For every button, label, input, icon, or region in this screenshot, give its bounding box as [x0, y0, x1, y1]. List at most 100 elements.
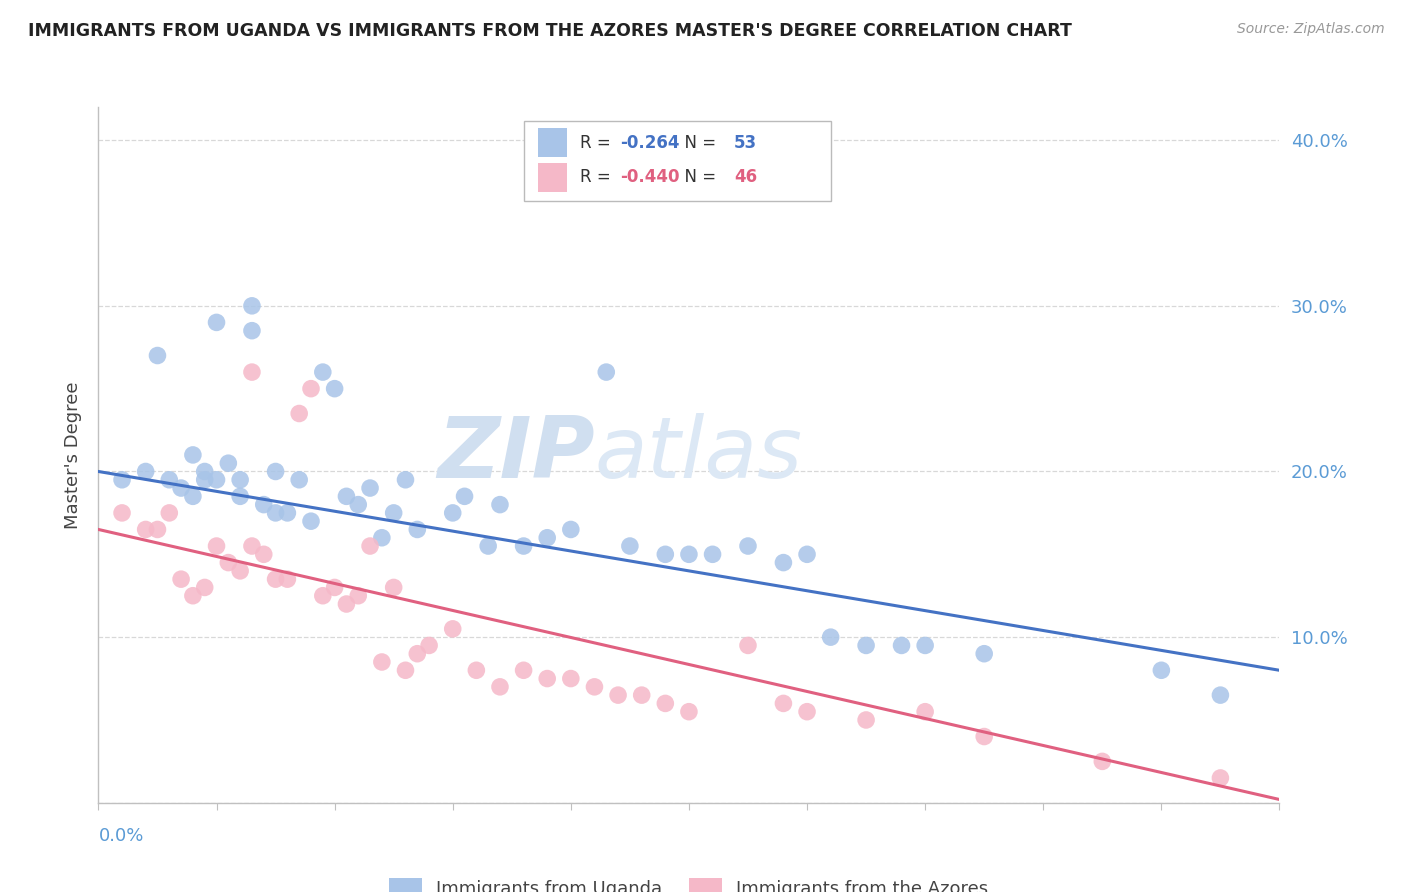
- Y-axis label: Master's Degree: Master's Degree: [63, 381, 82, 529]
- Point: [382, 506, 405, 520]
- Point: [181, 489, 204, 503]
- Point: [194, 581, 217, 595]
- Point: [205, 315, 228, 329]
- Point: [194, 465, 217, 479]
- Point: [205, 539, 228, 553]
- Point: [619, 539, 641, 553]
- Point: [323, 382, 346, 396]
- Point: [240, 324, 263, 338]
- Point: [536, 531, 558, 545]
- Point: [229, 489, 252, 503]
- Point: [772, 697, 794, 711]
- Point: [973, 647, 995, 661]
- Point: [347, 589, 370, 603]
- Point: [855, 713, 877, 727]
- Point: [157, 473, 180, 487]
- Point: [737, 639, 759, 653]
- Point: [737, 539, 759, 553]
- Text: IMMIGRANTS FROM UGANDA VS IMMIGRANTS FROM THE AZORES MASTER'S DEGREE CORRELATION: IMMIGRANTS FROM UGANDA VS IMMIGRANTS FRO…: [28, 22, 1071, 40]
- Point: [583, 680, 606, 694]
- Point: [264, 506, 287, 520]
- Point: [181, 589, 204, 603]
- Point: [253, 498, 276, 512]
- Point: [299, 382, 322, 396]
- FancyBboxPatch shape: [537, 128, 567, 157]
- Text: R =: R =: [581, 134, 616, 152]
- Text: ZIP: ZIP: [437, 413, 595, 497]
- Point: [135, 465, 157, 479]
- Point: [382, 581, 405, 595]
- Point: [111, 506, 134, 520]
- Point: [1209, 688, 1232, 702]
- Point: [240, 299, 263, 313]
- Point: [512, 539, 534, 553]
- Point: [489, 498, 512, 512]
- Point: [394, 663, 416, 677]
- Text: N =: N =: [673, 134, 721, 152]
- Point: [135, 523, 157, 537]
- Point: [170, 572, 193, 586]
- Point: [335, 597, 357, 611]
- Point: [536, 672, 558, 686]
- Point: [890, 639, 912, 653]
- Text: -0.440: -0.440: [620, 169, 681, 186]
- Point: [973, 730, 995, 744]
- Point: [264, 465, 287, 479]
- Point: [453, 489, 475, 503]
- Point: [146, 349, 169, 363]
- Point: [796, 547, 818, 561]
- Point: [406, 647, 429, 661]
- Point: [418, 639, 440, 653]
- Point: [347, 498, 370, 512]
- Point: [560, 523, 582, 537]
- Point: [229, 473, 252, 487]
- Point: [181, 448, 204, 462]
- Point: [441, 622, 464, 636]
- Point: [1091, 755, 1114, 769]
- Point: [194, 473, 217, 487]
- Point: [477, 539, 499, 553]
- Point: [217, 456, 239, 470]
- Point: [489, 680, 512, 694]
- Point: [678, 547, 700, 561]
- Point: [914, 639, 936, 653]
- Point: [1209, 771, 1232, 785]
- Point: [359, 481, 381, 495]
- Point: [595, 365, 617, 379]
- Text: 46: 46: [734, 169, 756, 186]
- Point: [323, 581, 346, 595]
- Point: [702, 547, 724, 561]
- Point: [406, 523, 429, 537]
- Point: [299, 514, 322, 528]
- Point: [654, 547, 676, 561]
- Text: 0.0%: 0.0%: [98, 827, 143, 845]
- Point: [607, 688, 630, 702]
- Point: [264, 572, 287, 586]
- Point: [240, 365, 263, 379]
- Point: [371, 655, 394, 669]
- FancyBboxPatch shape: [523, 121, 831, 201]
- Point: [111, 473, 134, 487]
- Point: [288, 473, 311, 487]
- Point: [772, 556, 794, 570]
- Point: [630, 688, 652, 702]
- Point: [288, 407, 311, 421]
- Point: [560, 672, 582, 686]
- Point: [157, 506, 180, 520]
- Text: atlas: atlas: [595, 413, 803, 497]
- Point: [512, 663, 534, 677]
- Point: [335, 489, 357, 503]
- Point: [654, 697, 676, 711]
- Point: [359, 539, 381, 553]
- Point: [465, 663, 488, 677]
- Point: [796, 705, 818, 719]
- Legend: Immigrants from Uganda, Immigrants from the Azores: Immigrants from Uganda, Immigrants from …: [382, 871, 995, 892]
- Point: [146, 523, 169, 537]
- Point: [253, 547, 276, 561]
- Point: [312, 589, 335, 603]
- Text: R =: R =: [581, 169, 616, 186]
- Point: [394, 473, 416, 487]
- Point: [276, 572, 298, 586]
- Point: [914, 705, 936, 719]
- Point: [820, 630, 842, 644]
